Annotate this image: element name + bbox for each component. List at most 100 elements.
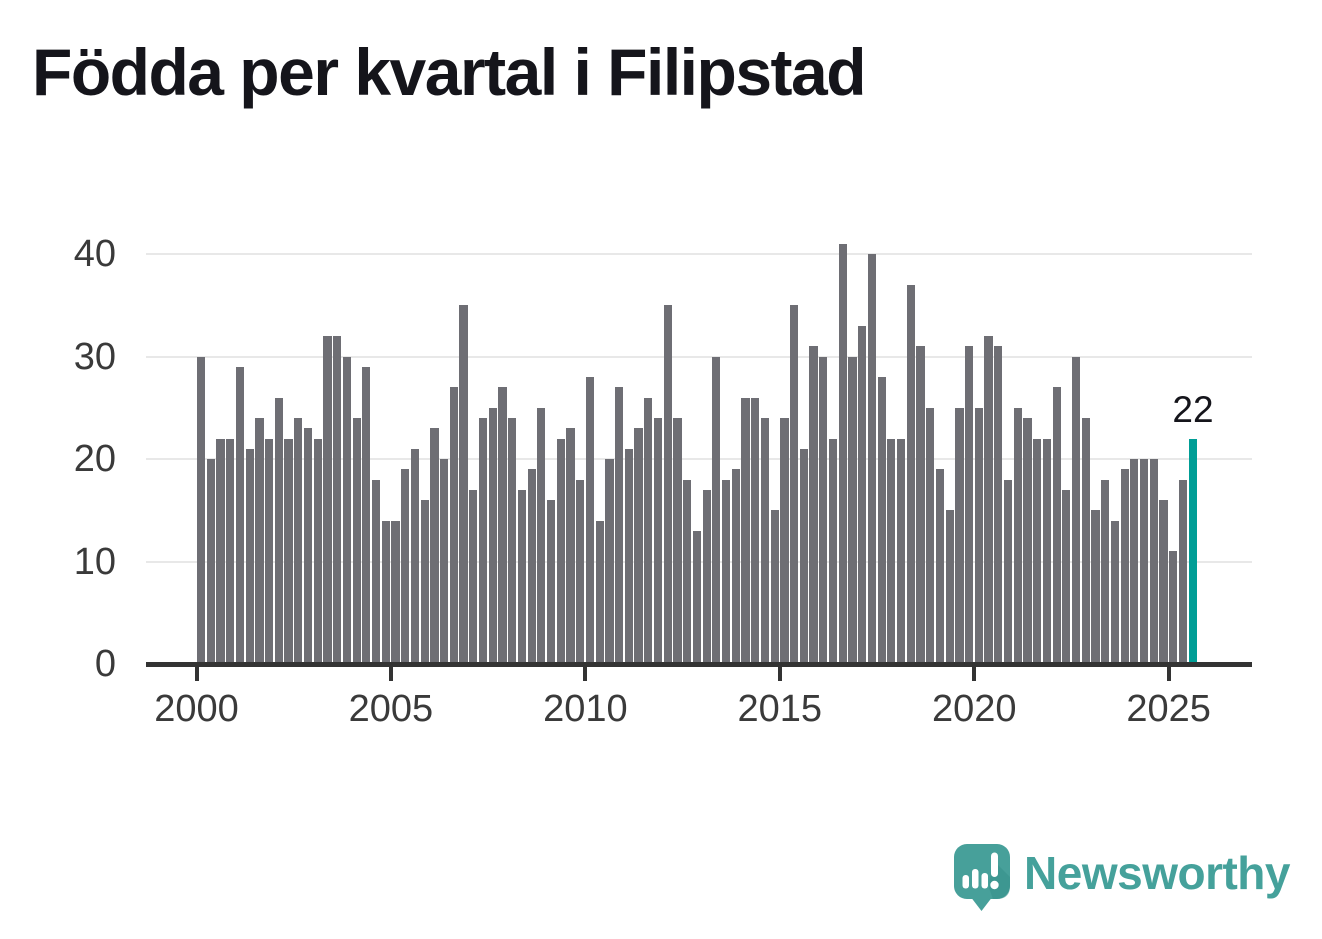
bar-2011-q4 bbox=[653, 418, 663, 664]
y-axis-tick-label: 10 bbox=[73, 540, 116, 583]
bar-2015-q1 bbox=[780, 418, 789, 664]
bar-2025-q2 bbox=[1178, 479, 1188, 664]
bar-2009-q2 bbox=[556, 438, 565, 664]
bar-2008-q4 bbox=[537, 407, 546, 664]
bar-2019-q3 bbox=[955, 407, 964, 664]
bar-2019-q1 bbox=[935, 469, 945, 664]
bar-2023-q4 bbox=[1120, 469, 1129, 664]
y-axis-tick-label: 20 bbox=[73, 438, 116, 480]
bar-2011-q1 bbox=[624, 448, 633, 664]
bar-2015-q3 bbox=[799, 448, 808, 664]
newsworthy-logo: Newsworthy bbox=[953, 844, 1290, 912]
bar-2011-q3 bbox=[644, 397, 653, 664]
bar-2007-q4 bbox=[498, 387, 507, 664]
bar-2006-q2 bbox=[440, 459, 449, 664]
bar-2003-q1 bbox=[313, 438, 322, 664]
bar-2013-q4 bbox=[731, 469, 740, 664]
bar-2001-q3 bbox=[255, 418, 264, 664]
bar-2023-q1 bbox=[1091, 510, 1100, 664]
bar-2001-q1 bbox=[235, 366, 245, 664]
bar-2009-q3 bbox=[566, 428, 575, 664]
bar-2016-q2 bbox=[828, 438, 838, 664]
x-axis-tick-2005 bbox=[388, 666, 393, 681]
bar-2016-q4 bbox=[848, 356, 857, 664]
page-title: Födda per kvartal i Filipstad bbox=[32, 35, 867, 109]
bar-2024-q4 bbox=[1159, 500, 1168, 664]
bar-2022-q3 bbox=[1071, 356, 1081, 664]
x-axis-tick-2015 bbox=[777, 666, 782, 681]
bar-2025-q1 bbox=[1169, 551, 1178, 664]
x-axis-tick-label: 2000 bbox=[154, 688, 239, 730]
x-axis-tick-2010 bbox=[583, 666, 588, 681]
bar-2025-q3-highlight bbox=[1188, 438, 1197, 664]
gridline-y-30 bbox=[146, 355, 1252, 358]
bar-2017-q2 bbox=[867, 254, 876, 664]
bar-2009-q4 bbox=[576, 479, 585, 664]
bar-2017-q1 bbox=[858, 325, 867, 664]
bar-2023-q3 bbox=[1110, 520, 1120, 664]
bar-2010-q1 bbox=[585, 377, 595, 664]
bar-2000-q3 bbox=[216, 438, 225, 664]
gridline-y-20 bbox=[146, 458, 1252, 460]
bar-2014-q2 bbox=[751, 397, 760, 664]
bar-2007-q2 bbox=[478, 418, 488, 664]
bar-2013-q3 bbox=[721, 479, 731, 664]
bar-2017-q4 bbox=[887, 438, 896, 664]
bar-2008-q3 bbox=[527, 469, 536, 664]
x-axis-tick-2020 bbox=[972, 666, 977, 681]
bar-2021-q3 bbox=[1033, 438, 1042, 664]
bar-2006-q4 bbox=[459, 305, 468, 664]
highlight-value-label: 22 bbox=[1172, 389, 1214, 430]
bar-2008-q1 bbox=[508, 418, 517, 664]
bar-2004-q1 bbox=[352, 418, 361, 664]
bar-2020-q3 bbox=[994, 346, 1003, 664]
bar-2016-q1 bbox=[819, 356, 828, 664]
bar-2004-q4 bbox=[381, 520, 390, 664]
bar-2014-q3 bbox=[760, 418, 770, 664]
bar-2022-q2 bbox=[1062, 489, 1071, 664]
bar-2020-q2 bbox=[984, 336, 993, 664]
bar-2006-q1 bbox=[430, 428, 439, 664]
bar-2011-q2 bbox=[634, 428, 643, 664]
bar-2010-q2 bbox=[595, 520, 604, 664]
x-axis-tick-label: 2015 bbox=[737, 688, 823, 730]
bar-2021-q4 bbox=[1042, 438, 1051, 664]
bar-2003-q3 bbox=[333, 336, 342, 664]
bar-2000-q1 bbox=[197, 356, 206, 664]
x-axis-line bbox=[146, 662, 1252, 667]
bar-2020-q1 bbox=[974, 407, 983, 664]
bar-2024-q2 bbox=[1140, 459, 1149, 664]
bar-2009-q1 bbox=[546, 500, 556, 664]
bar-2010-q3 bbox=[605, 459, 614, 664]
bar-2002-q3 bbox=[294, 418, 303, 664]
bar-2023-q2 bbox=[1101, 479, 1110, 664]
bar-2024-q1 bbox=[1130, 459, 1139, 664]
bar-2018-q4 bbox=[926, 407, 935, 664]
bar-2010-q4 bbox=[615, 387, 624, 664]
bar-2020-q4 bbox=[1003, 479, 1013, 664]
bar-2005-q3 bbox=[410, 448, 420, 664]
bar-2005-q2 bbox=[401, 469, 410, 664]
bar-2008-q2 bbox=[517, 489, 526, 664]
bar-2018-q2 bbox=[906, 284, 915, 664]
bar-2012-q1 bbox=[663, 305, 672, 664]
bar-2016-q3 bbox=[838, 243, 847, 664]
x-axis-tick-label: 2005 bbox=[348, 688, 434, 730]
bar-2013-q2 bbox=[712, 356, 721, 664]
bar-2021-q1 bbox=[1013, 407, 1022, 664]
bar-2005-q1 bbox=[391, 520, 400, 664]
x-axis-tick-label: 2010 bbox=[543, 688, 628, 730]
bar-2004-q2 bbox=[362, 366, 371, 664]
bar-2017-q3 bbox=[877, 377, 886, 664]
bar-2021-q2 bbox=[1023, 418, 1032, 664]
bar-2002-q4 bbox=[303, 428, 313, 664]
x-axis-tick-label: 2025 bbox=[1126, 688, 1211, 730]
bar-2018-q1 bbox=[896, 438, 906, 664]
bar-2019-q4 bbox=[965, 346, 974, 664]
bar-2019-q2 bbox=[945, 510, 954, 664]
bar-2022-q1 bbox=[1052, 387, 1061, 664]
bar-2002-q1 bbox=[274, 397, 283, 664]
bar-2006-q3 bbox=[449, 387, 458, 664]
y-axis-tick-label: 40 bbox=[73, 233, 116, 275]
